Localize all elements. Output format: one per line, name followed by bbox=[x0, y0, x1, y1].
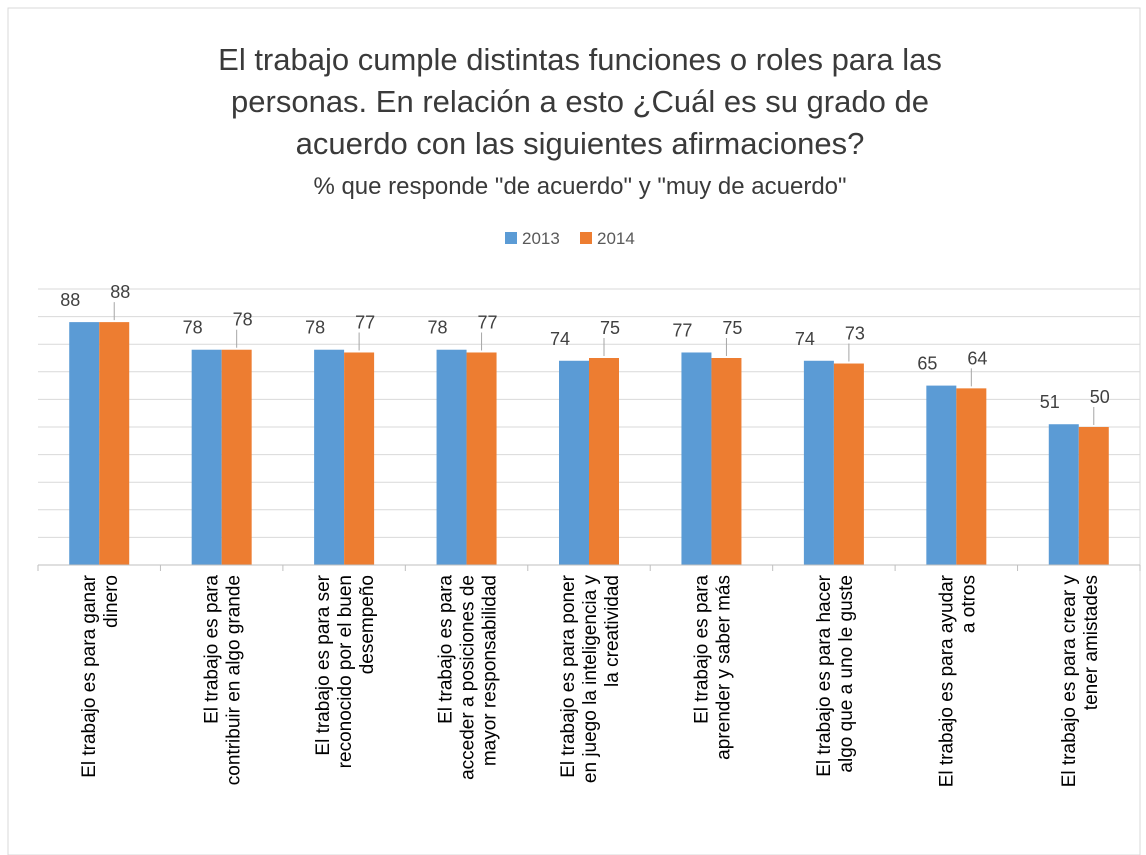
x-tick-label: reconocido por el buen bbox=[335, 575, 356, 768]
value-label: 65 bbox=[917, 354, 937, 374]
bar bbox=[559, 360, 589, 565]
bar bbox=[711, 358, 742, 565]
x-tick-label: dinero bbox=[101, 575, 122, 628]
x-tick-label: a otros bbox=[958, 575, 979, 633]
value-label: 78 bbox=[233, 310, 253, 330]
chart-title: El trabajo cumple distintas funciones o … bbox=[218, 42, 942, 77]
chart-subtitle: % que responde "de acuerdo" y "muy de ac… bbox=[313, 173, 846, 200]
x-tick-label: mayor responsabilidad bbox=[480, 575, 501, 766]
bar bbox=[344, 352, 375, 565]
value-label: 77 bbox=[478, 312, 498, 332]
x-tick-label: aprender y saber más bbox=[713, 575, 734, 760]
x-tick-label: El trabajo es para hacer bbox=[814, 574, 835, 776]
x-tick-label: El trabajo es para ayudar bbox=[936, 574, 957, 787]
chart-title: acuerdo con las siguientes afirmaciones? bbox=[296, 126, 865, 161]
bar bbox=[1078, 427, 1109, 565]
x-tick-label: tener amistades bbox=[1081, 575, 1102, 710]
bar bbox=[314, 349, 345, 565]
value-label: 78 bbox=[183, 318, 203, 338]
bar bbox=[466, 352, 497, 565]
bar bbox=[926, 385, 957, 565]
legend-swatch bbox=[505, 232, 517, 244]
value-label: 50 bbox=[1090, 387, 1110, 407]
bar bbox=[221, 349, 252, 565]
legend-label: 2013 bbox=[522, 229, 560, 248]
value-label: 74 bbox=[550, 329, 570, 349]
x-tick-label: El trabajo es para ser bbox=[313, 574, 334, 755]
value-label: 78 bbox=[428, 318, 448, 338]
bar bbox=[99, 322, 130, 565]
bar bbox=[191, 349, 222, 565]
value-label: 78 bbox=[305, 318, 325, 338]
value-label: 73 bbox=[845, 324, 865, 344]
x-tick-label: El trabajo es para bbox=[691, 575, 712, 724]
x-tick-label: El trabajo es para bbox=[202, 575, 223, 724]
value-label: 77 bbox=[355, 312, 375, 332]
bar bbox=[833, 363, 864, 565]
value-label: 51 bbox=[1040, 392, 1060, 412]
bar bbox=[589, 358, 619, 565]
bar bbox=[803, 360, 834, 565]
x-tick-label: El trabajo es para bbox=[436, 575, 457, 724]
value-label: 75 bbox=[600, 318, 620, 338]
value-label: 75 bbox=[722, 318, 742, 338]
x-tick-label: contribuir en algo grande bbox=[224, 575, 245, 785]
bar bbox=[436, 349, 467, 565]
legend-label: 2014 bbox=[597, 229, 635, 248]
bar bbox=[956, 388, 987, 565]
bar bbox=[681, 352, 712, 565]
x-tick-label: El trabajo es para poner bbox=[558, 574, 579, 777]
x-tick-label: acceder a posiciones de bbox=[458, 575, 479, 780]
x-tick-label: El trabajo es para crear y bbox=[1059, 575, 1080, 788]
value-label: 64 bbox=[967, 348, 987, 368]
value-label: 88 bbox=[110, 282, 130, 302]
legend-swatch bbox=[580, 232, 592, 244]
bar bbox=[1048, 424, 1079, 565]
bar bbox=[69, 322, 100, 565]
x-tick-label: desempeño bbox=[357, 575, 378, 674]
x-tick-label: algo que a uno le guste bbox=[836, 575, 857, 773]
chart-title: personas. En relación a esto ¿Cuál es su… bbox=[231, 84, 929, 119]
value-label: 88 bbox=[60, 290, 80, 310]
x-tick-label: la creatividad bbox=[602, 575, 623, 687]
value-label: 74 bbox=[795, 329, 815, 349]
x-tick-label: El trabajo es para ganar bbox=[79, 574, 100, 777]
x-tick-label: en juego la inteligencia y bbox=[580, 575, 601, 784]
value-label: 77 bbox=[672, 320, 692, 340]
